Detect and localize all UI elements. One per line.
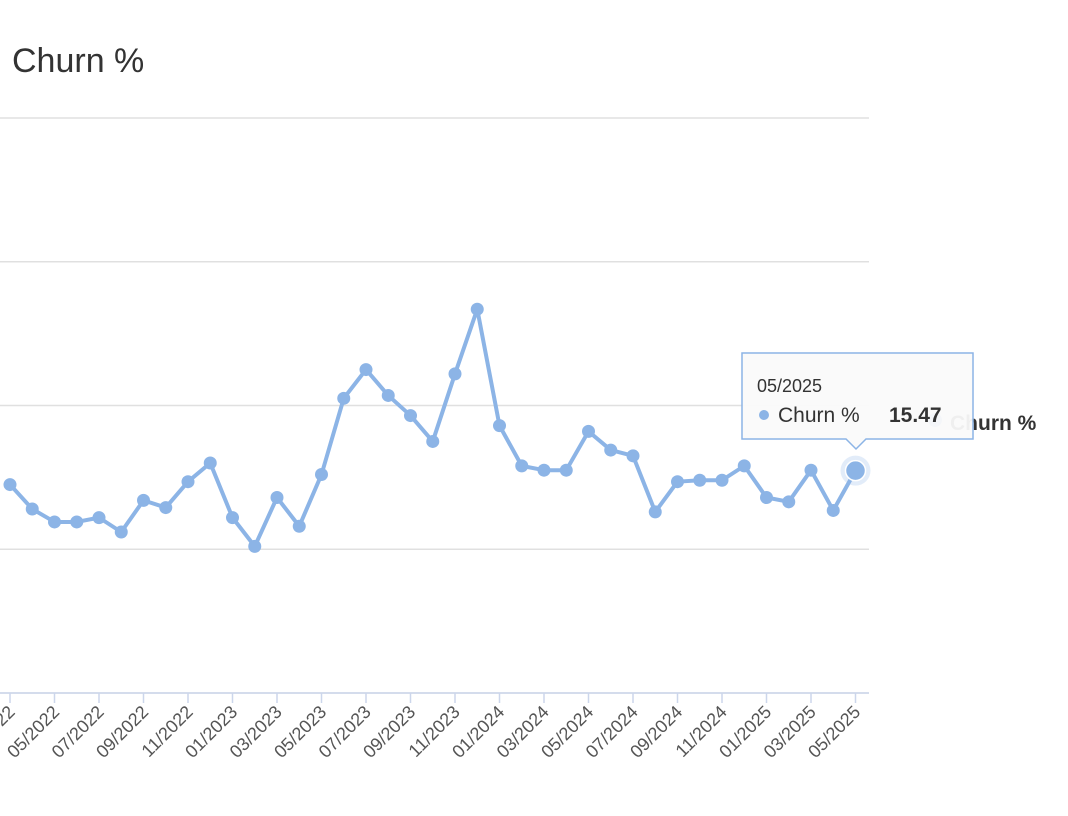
point bbox=[470, 302, 484, 316]
tooltip-marker bbox=[759, 410, 769, 420]
tooltip-category: 05/2025 bbox=[757, 376, 822, 396]
point bbox=[359, 363, 373, 377]
point bbox=[337, 391, 351, 405]
point bbox=[782, 495, 796, 509]
point bbox=[515, 459, 529, 473]
point bbox=[582, 424, 595, 438]
point bbox=[248, 539, 262, 553]
point bbox=[270, 491, 284, 504]
chart-title: Churn % bbox=[12, 42, 144, 80]
point bbox=[715, 473, 729, 487]
point bbox=[826, 503, 840, 517]
point bbox=[159, 501, 173, 515]
tooltip-series: Churn % bbox=[778, 404, 860, 427]
point bbox=[3, 478, 17, 492]
point bbox=[804, 463, 818, 477]
point bbox=[114, 525, 128, 539]
point bbox=[25, 502, 39, 516]
point bbox=[737, 459, 751, 473]
point bbox=[181, 475, 195, 489]
point bbox=[760, 491, 773, 504]
point bbox=[381, 388, 395, 402]
point bbox=[537, 463, 551, 477]
tooltip-value: 15.47 bbox=[889, 404, 942, 427]
point bbox=[844, 459, 867, 482]
point bbox=[426, 434, 440, 448]
tooltip-series-name: Churn % bbox=[778, 404, 860, 427]
line bbox=[8, 307, 858, 549]
point bbox=[648, 505, 662, 519]
point bbox=[671, 475, 684, 489]
point bbox=[559, 463, 573, 477]
point bbox=[404, 409, 417, 423]
point bbox=[604, 443, 618, 457]
point bbox=[226, 511, 239, 525]
tooltip-box bbox=[741, 352, 974, 451]
point bbox=[292, 519, 306, 533]
point bbox=[693, 473, 707, 487]
point bbox=[137, 493, 150, 507]
point bbox=[493, 419, 506, 433]
point bbox=[315, 468, 328, 481]
point bbox=[70, 515, 84, 529]
point bbox=[92, 511, 106, 525]
point bbox=[448, 367, 462, 381]
point bbox=[626, 449, 640, 463]
tooltip: 05/2025 Churn % 15.47 bbox=[741, 352, 974, 451]
plot: 03/202205/202207/202209/202211/202201/20… bbox=[0, 117, 871, 762]
point bbox=[48, 515, 61, 529]
point bbox=[203, 456, 217, 470]
